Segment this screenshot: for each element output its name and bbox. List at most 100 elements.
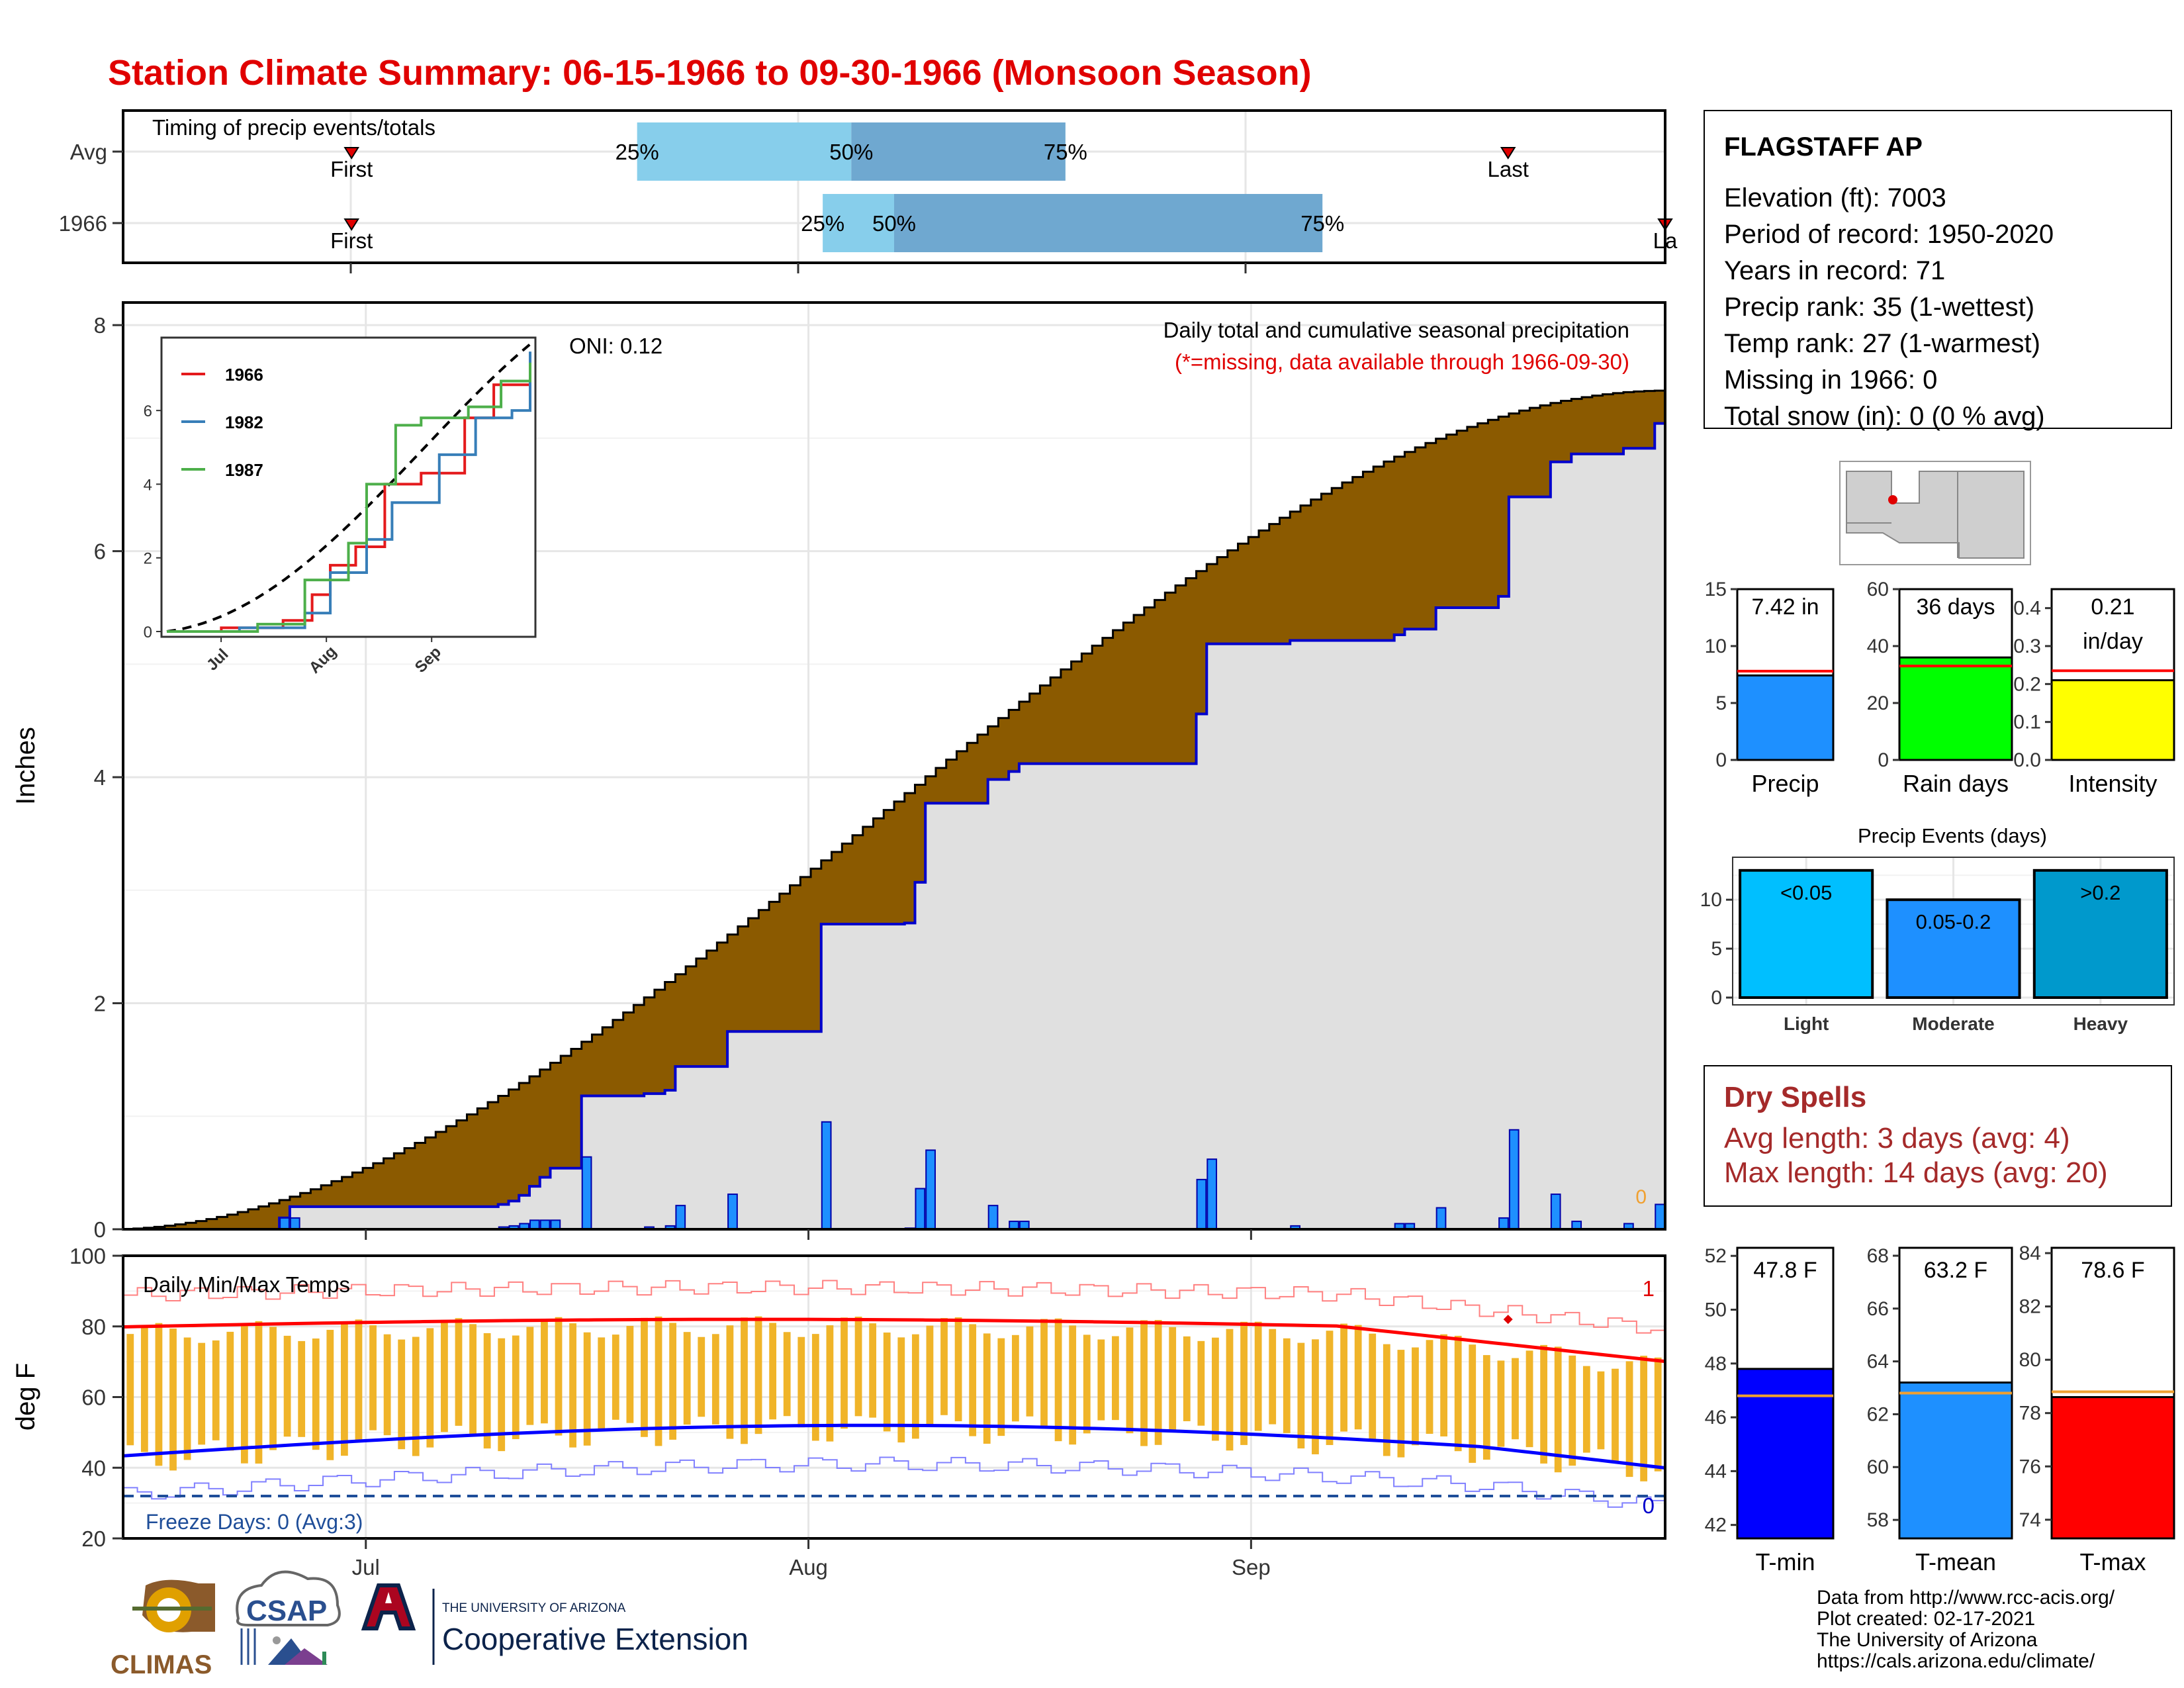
timing-p50-label: 50% [829, 140, 873, 164]
daily-temp-bar [426, 1328, 434, 1448]
temp-summary-bar-t-max [2050, 1396, 2175, 1540]
daily-temp-bar [626, 1325, 634, 1423]
summary-y-tick: 15 [1705, 579, 1727, 600]
dry-spells-box: Dry Spells Avg length: 3 days (avg: 4) M… [1704, 1065, 2172, 1207]
daily-temp-bar [897, 1337, 905, 1443]
temp-summary-y-tick: 78 [2019, 1403, 2041, 1425]
event-y-tick: 5 [1711, 938, 1722, 960]
event-bar-label: 0.05-0.2 [1916, 910, 1991, 933]
temp-summary-y-tick: 74 [2019, 1509, 2041, 1531]
daily-temp-bar [1612, 1368, 1619, 1462]
daily-temp-bar [469, 1324, 477, 1435]
precip-y-tick: 4 [94, 765, 106, 790]
daily-temp-bar [1369, 1333, 1377, 1442]
daily-temp-bar [412, 1336, 420, 1456]
daily-precip-bar [727, 1194, 738, 1230]
daily-temp-bar [1026, 1326, 1034, 1417]
daily-temp-bar [1254, 1321, 1262, 1431]
daily-temp-bar [140, 1325, 148, 1452]
summary-bar-charts: 0 5 10 15 7.42 in Precip 0 20 40 60 36 days Rain da… [1705, 579, 2175, 797]
timing-first-label: First [330, 157, 373, 181]
daily-temp-bar [683, 1332, 691, 1425]
daily-temp-bar [126, 1334, 134, 1446]
daily-precip-bar [289, 1217, 300, 1231]
daily-temp-bar [826, 1325, 834, 1442]
timing-box-q2 [851, 122, 1066, 181]
temp-summary-y-tick: 68 [1867, 1245, 1889, 1267]
summary-y-tick: 10 [1705, 635, 1727, 657]
daily-temp-bar [983, 1333, 991, 1444]
inset-y-tick: 0 [144, 624, 152, 641]
ua-big-text: Cooperative Extension [442, 1622, 749, 1656]
event-category-label: Heavy [2073, 1013, 2128, 1034]
oni-label: ONI: 0.12 [569, 334, 662, 358]
daily-temp-bar [526, 1327, 534, 1425]
daily-temp-bar [455, 1318, 463, 1426]
temp-summary-bar-t-mean [1898, 1382, 2013, 1540]
inset-legend-1966: 1966 [225, 365, 263, 385]
inset-line-1987 [167, 362, 531, 633]
daily-temp-bar [783, 1332, 791, 1417]
timing-p25-label: 25% [801, 211, 844, 236]
temp-summary-y-tick: 76 [2019, 1456, 2041, 1477]
temp-summary-y-tick: 80 [2019, 1349, 2041, 1371]
daily-precip-bar [1206, 1158, 1218, 1231]
summary-y-tick: 0.0 [2013, 749, 2041, 771]
precip-y-tick: 8 [94, 313, 106, 338]
daily-precip-bar [925, 1149, 936, 1230]
event-y-tick: 0 [1711, 987, 1722, 1009]
daily-precip-bar [1655, 1203, 1666, 1230]
daily-temp-bar [1582, 1366, 1590, 1453]
daily-temp-bar [569, 1323, 576, 1448]
daily-temp-bar [669, 1323, 676, 1440]
temp-summary-y-tick: 58 [1867, 1509, 1889, 1531]
timing-p50-label: 50% [872, 211, 916, 236]
station-info-line: Period of record: 1950-2020 [1724, 220, 2054, 249]
freeze-days-label: Freeze Days: 0 (Avg:3) [146, 1510, 363, 1534]
summary-y-tick: 0 [1715, 749, 1727, 771]
temp-summary-category-label: T-min [1756, 1548, 1815, 1575]
temp-y-tick: 100 [69, 1244, 106, 1268]
daily-temp-bar [1426, 1340, 1433, 1434]
temp-y-tick: 40 [81, 1456, 106, 1480]
daily-temp-bar [940, 1318, 948, 1415]
timing-box-q1 [637, 122, 852, 181]
temp-y-tick: 60 [81, 1385, 106, 1410]
summary-category-label: Rain days [1903, 770, 2009, 797]
temp-summary-charts: 42 44 46 48 50 52 47.8 F T-min 58 60 62 64 66 68 63.2 … [1705, 1243, 2175, 1575]
summary-bar-rain-days [1898, 656, 2013, 761]
summary-value-label: 0.21 [2091, 594, 2134, 620]
station-info-line: Total snow (in): 0 (0 % avg) [1724, 402, 2045, 431]
daily-temp-bar [1097, 1339, 1105, 1421]
station-info-line: Precip rank: 35 (1-wettest) [1724, 293, 2034, 322]
daily-temp-bar [997, 1338, 1005, 1436]
daily-temp-bar [811, 1334, 819, 1441]
daily-temp-bar [512, 1335, 520, 1440]
daily-temp-bar [269, 1327, 277, 1450]
footer-line-data-source: Data from http://www.rcc-acis.org/ [1817, 1587, 2115, 1609]
temp-summary-y-tick: 48 [1705, 1353, 1727, 1375]
daily-precip-bar [821, 1121, 832, 1231]
daily-temp-bar [1326, 1331, 1334, 1445]
event-category-label: Moderate [1912, 1013, 1994, 1034]
footer-line-url: https://cals.arizona.edu/climate/ [1817, 1650, 2095, 1672]
daily-precip-bar [987, 1205, 999, 1231]
csap-logo: CSAP [236, 1570, 341, 1665]
daily-temp-bar [326, 1329, 334, 1460]
summary-bar-intensity [2050, 679, 2175, 761]
daily-temp-bar [383, 1334, 391, 1436]
daily-temp-bar [583, 1332, 591, 1446]
daily-temp-bar [754, 1316, 762, 1434]
temp-x-tick: Sep [1232, 1555, 1271, 1579]
event-bar-light [1739, 868, 1874, 999]
record-high-count: 1 [1643, 1276, 1655, 1301]
inset-line-1982 [167, 352, 531, 633]
daily-temp-bar [1654, 1357, 1662, 1472]
daily-temp-bar [655, 1316, 662, 1446]
record-high-line [123, 1280, 1665, 1334]
temp-summary-y-tick: 64 [1867, 1351, 1889, 1373]
timing-box-q1 [823, 194, 894, 252]
daily-temp-bar [1354, 1325, 1362, 1430]
